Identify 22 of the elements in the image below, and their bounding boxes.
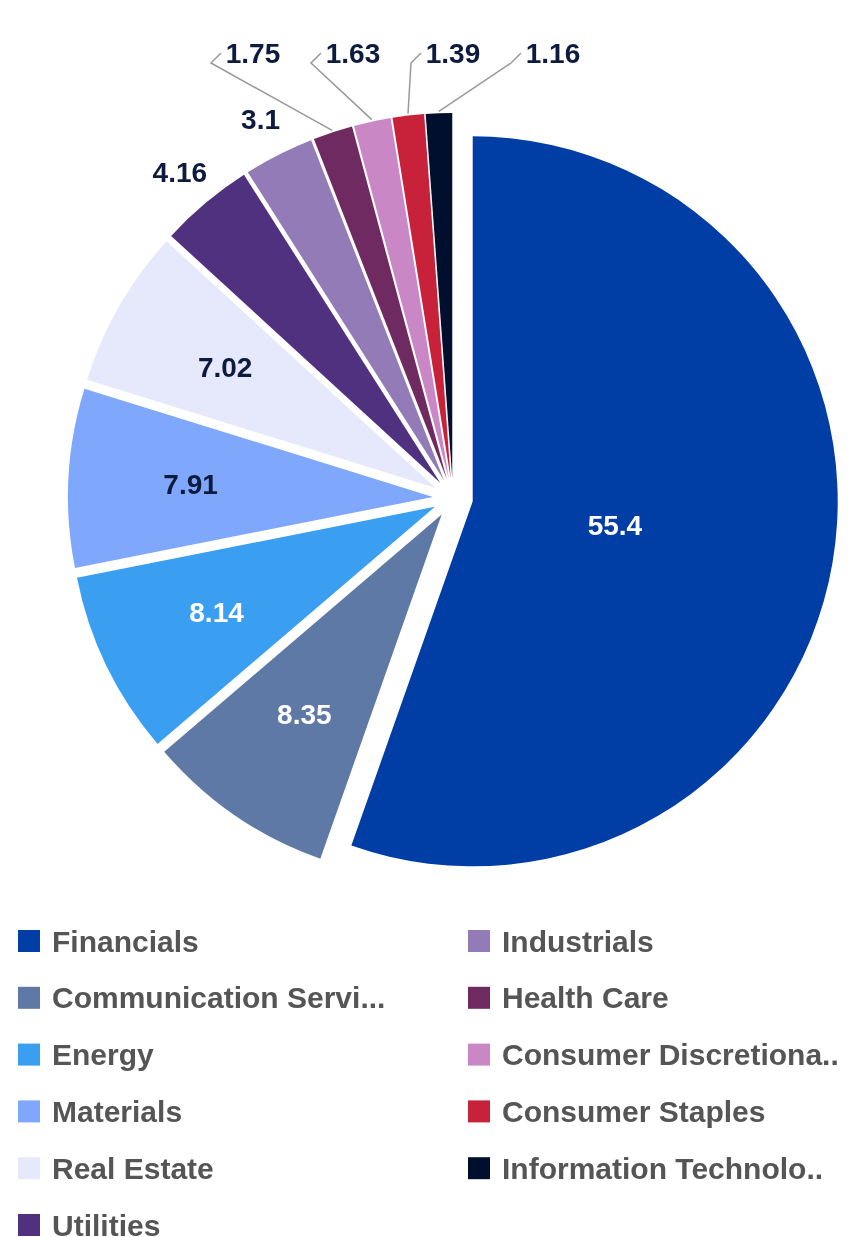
data-label: 1.63 [325, 37, 381, 69]
data-label: 7.91 [163, 468, 218, 500]
legend-label: Energy [52, 1038, 155, 1072]
data-label: 7.02 [197, 351, 253, 383]
legend-label: Information Technolo.. [502, 1151, 824, 1185]
legend-label: Health Care [502, 981, 669, 1015]
data-label: 1.39 [425, 37, 481, 69]
legend-label: Utilities [52, 1208, 161, 1237]
legend-label: Consumer Staples [502, 1094, 766, 1128]
legend-label: Real Estate [52, 1151, 214, 1185]
data-label: 1.75 [225, 37, 281, 69]
data-label: 8.14 [189, 597, 245, 629]
legend-label: Consumer Discretiona.. [502, 1038, 839, 1072]
data-label: 55.4 [587, 510, 643, 542]
legend-label: Financials [52, 924, 199, 958]
data-label: 4.16 [152, 156, 208, 188]
legend-label: Industrials [502, 924, 654, 958]
legend-label: Communication Servi... [52, 981, 386, 1015]
data-label: 1.16 [525, 37, 581, 69]
data-label: 8.35 [277, 699, 332, 731]
legend-label: Materials [52, 1094, 183, 1128]
data-label: 3.1 [241, 103, 281, 135]
